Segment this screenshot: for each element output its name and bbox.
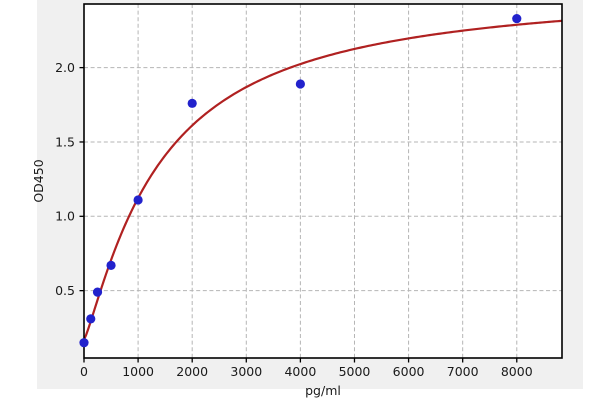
data-point: [86, 314, 96, 324]
y-tick-label: 0.5: [55, 283, 75, 298]
x-tick-label: 3000: [230, 364, 262, 379]
plot-border: [83, 3, 563, 359]
y-tick-label: 1.5: [55, 134, 75, 149]
x-tick-label: 5000: [339, 364, 371, 379]
y-tick-label: 1.0: [55, 209, 75, 224]
data-point: [512, 13, 522, 24]
x-tick-label: 8000: [501, 364, 533, 379]
data-point: [133, 195, 143, 205]
data-point: [106, 260, 116, 270]
plot-area: [84, 4, 562, 358]
x-tick-label: 1000: [122, 364, 154, 379]
x-tick-label: 4000: [284, 364, 316, 379]
y-axis-label: OD450: [31, 159, 46, 202]
y-tick-label: 2.0: [55, 60, 75, 75]
data-point: [295, 79, 305, 89]
data-point: [79, 338, 89, 348]
x-tick-label: 7000: [447, 364, 479, 379]
x-tick-label: 0: [80, 364, 88, 379]
x-axis-label: pg/ml: [305, 383, 341, 398]
x-tick-label: 2000: [176, 364, 208, 379]
data-point: [187, 98, 197, 108]
fit-curve: [84, 19, 562, 341]
x-tick-label: 6000: [393, 364, 425, 379]
data-point: [92, 287, 103, 297]
